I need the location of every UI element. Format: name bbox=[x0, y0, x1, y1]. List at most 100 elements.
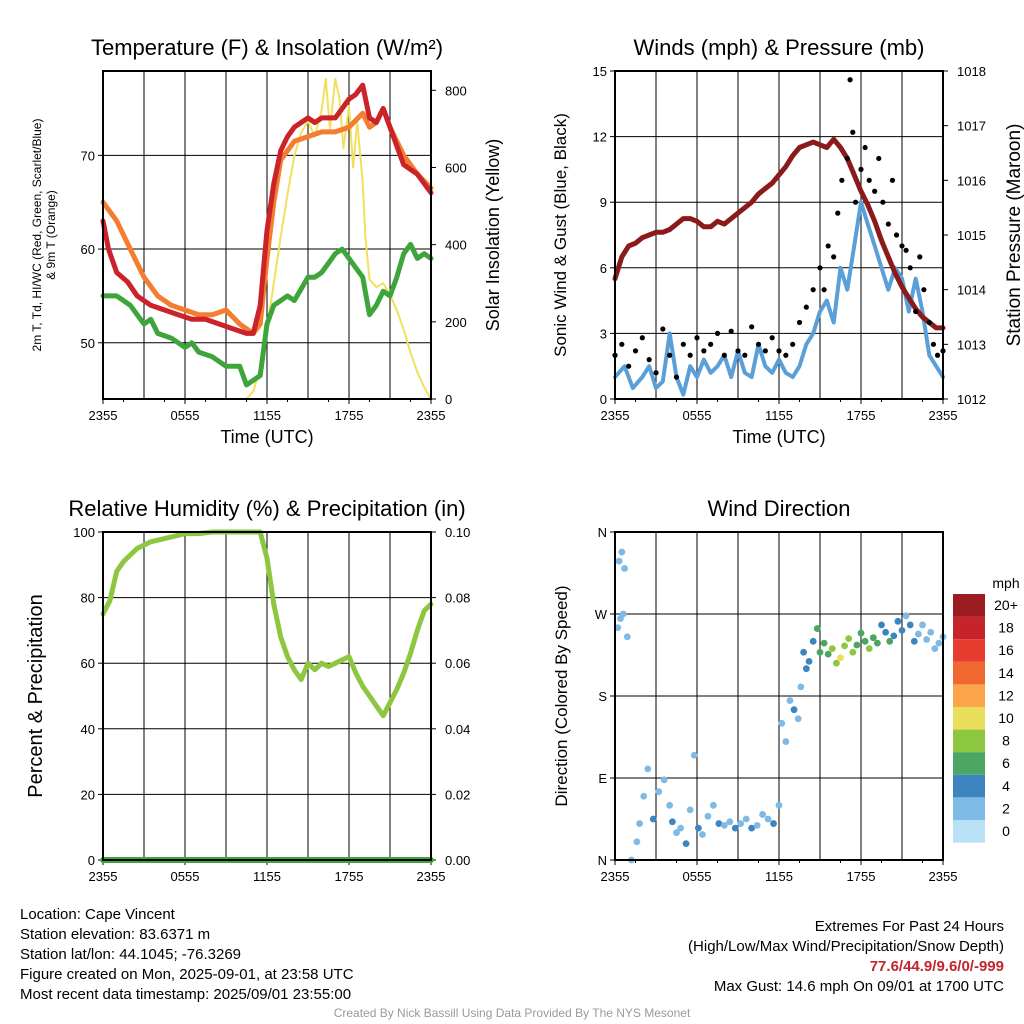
y-tick-label: 3 bbox=[600, 326, 607, 341]
direction-point bbox=[849, 648, 857, 656]
colorbar-label: 14 bbox=[998, 665, 1014, 681]
direction-point bbox=[861, 637, 869, 645]
gust-point bbox=[742, 352, 748, 358]
colorbar-swatch bbox=[953, 594, 985, 617]
gust-point bbox=[847, 77, 853, 83]
direction-point bbox=[802, 665, 810, 673]
gust-point bbox=[866, 177, 872, 183]
direction-point bbox=[778, 719, 786, 727]
series-line bbox=[612, 136, 946, 331]
direction-point bbox=[874, 639, 881, 647]
y2-tick-label: 0.02 bbox=[445, 787, 470, 802]
y-axis-label: 2m T, Td, HI/WC (Red, Green, Scarlet/Blu… bbox=[30, 119, 44, 352]
speed-colorbar: mph 20+ 18 16 14 12 10 8 6 4 2 0 bbox=[953, 575, 1020, 843]
y-tick-label: 0 bbox=[88, 853, 95, 868]
gust-point bbox=[844, 155, 850, 162]
colorbar-label: 12 bbox=[998, 687, 1014, 703]
gust-point bbox=[903, 247, 909, 253]
y2-tick-label: 0.08 bbox=[445, 591, 470, 606]
wind-direction-chart: 2355 0555 1155 1755 2355 Wind Direction N E S W N D… bbox=[552, 496, 1020, 884]
colorbar-label: 4 bbox=[1002, 778, 1010, 794]
colorbar-label: 16 bbox=[998, 642, 1014, 658]
direction-point bbox=[906, 621, 914, 629]
y-tick-label: 40 bbox=[81, 722, 95, 737]
colorbar-label: 6 bbox=[1002, 755, 1010, 771]
gust-point bbox=[899, 243, 905, 249]
colorbar-swatch bbox=[953, 639, 985, 662]
direction-point bbox=[619, 610, 627, 618]
plot-frame bbox=[102, 70, 432, 400]
direction-point bbox=[890, 632, 898, 640]
gust-point bbox=[917, 254, 923, 260]
direction-point bbox=[666, 801, 674, 809]
direction-point bbox=[865, 645, 873, 653]
direction-point bbox=[790, 706, 798, 714]
y-tick-label: 6 bbox=[600, 261, 607, 276]
colorbar-swatch bbox=[953, 707, 985, 730]
direction-point bbox=[898, 627, 906, 634]
x-tick-label: 1155 bbox=[765, 408, 793, 423]
y2-tick-label: 200 bbox=[445, 315, 467, 330]
direction-point bbox=[649, 815, 657, 823]
y2-tick-label: 800 bbox=[445, 83, 467, 98]
gust-point bbox=[755, 341, 762, 347]
gust-point bbox=[735, 348, 741, 354]
colorbar-label: 10 bbox=[998, 710, 1014, 726]
y-tick-label: 70 bbox=[81, 148, 95, 163]
direction-point bbox=[644, 765, 652, 773]
extremes-subtitle: (High/Low/Max Wind/Precipitation/Snow De… bbox=[688, 938, 1004, 955]
y2-tick-label: 1014 bbox=[957, 283, 986, 298]
direction-point bbox=[919, 621, 926, 629]
x-tick-label: 2355 bbox=[601, 869, 630, 884]
gust-point bbox=[835, 210, 841, 216]
direction-point bbox=[770, 820, 777, 827]
gust-point bbox=[913, 308, 919, 315]
direction-point bbox=[805, 657, 813, 665]
direction-point bbox=[636, 820, 643, 827]
gust-point bbox=[839, 177, 845, 183]
y-axis-label-2: & 9m T (Orange) bbox=[44, 190, 58, 280]
y2-tick-label: 1012 bbox=[957, 392, 986, 407]
y2-tick-label: 600 bbox=[445, 160, 467, 175]
station-latlon: Station lat/lon: 44.1045; -76.3269 bbox=[20, 946, 242, 963]
x-tick-label: 1155 bbox=[253, 869, 281, 884]
gust-point bbox=[626, 363, 632, 369]
gust-point bbox=[632, 348, 639, 354]
gust-point bbox=[885, 221, 891, 227]
colorbar-title: mph bbox=[992, 575, 1019, 591]
direction-point bbox=[640, 792, 648, 800]
gust-point bbox=[694, 335, 700, 341]
y-tick-label: W bbox=[595, 607, 608, 622]
direction-point bbox=[748, 824, 756, 832]
winds-chart: 2355 0555 1155 1755 2355 Winds (mph) & Pressu… bbox=[551, 35, 1024, 447]
direction-point bbox=[673, 829, 680, 837]
direction-point bbox=[813, 625, 821, 632]
gust-point bbox=[646, 357, 652, 363]
y-tick-label: 100 bbox=[73, 525, 95, 540]
y2-tick-label: 400 bbox=[445, 238, 467, 253]
gust-point bbox=[721, 352, 727, 358]
direction-point bbox=[682, 840, 690, 847]
y2-tick-label: 1016 bbox=[957, 173, 986, 188]
direction-point bbox=[857, 629, 865, 637]
direction-point bbox=[837, 654, 844, 662]
gust-point bbox=[769, 335, 775, 341]
direction-point bbox=[753, 821, 761, 829]
y2-tick-label: 0.10 bbox=[445, 525, 470, 540]
series-line bbox=[613, 200, 945, 397]
colorbar-label: 18 bbox=[998, 620, 1014, 636]
gust-point bbox=[862, 144, 868, 151]
chart-title: Winds (mph) & Pressure (mb) bbox=[634, 35, 925, 60]
direction-point bbox=[737, 820, 745, 827]
y-tick-label: 20 bbox=[81, 787, 95, 802]
y-axis-label: Percent & Precipitation bbox=[25, 594, 47, 797]
series-line bbox=[100, 241, 434, 388]
y-tick-label: 60 bbox=[81, 242, 95, 257]
x-tick-label: 1755 bbox=[335, 869, 364, 884]
gust-point bbox=[825, 243, 831, 249]
gust-point bbox=[810, 287, 816, 293]
y-tick-label: 15 bbox=[593, 64, 607, 79]
gust-point bbox=[852, 199, 859, 205]
x-tick-label: 2355 bbox=[89, 408, 118, 423]
direction-point bbox=[878, 621, 885, 629]
